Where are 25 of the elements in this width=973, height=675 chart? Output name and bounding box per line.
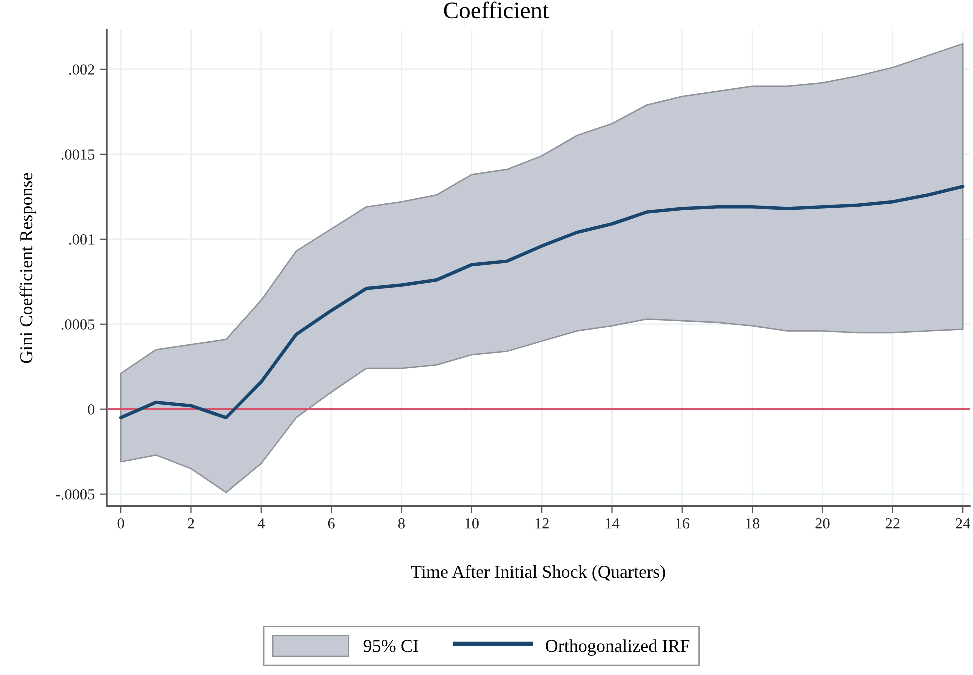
y-tick-label: .001 [69, 234, 94, 245]
chart-title: Coefficient [444, 2, 549, 19]
x-tick-label: 16 [676, 518, 690, 529]
legend-label: Orthogonalized IRF [546, 640, 690, 656]
y-tick-label: .0015 [62, 150, 95, 160]
x-tick-label: 4 [258, 518, 265, 529]
y-axis-title: Gini Coefficient Response [20, 173, 36, 364]
y-tick-label: .0005 [62, 320, 95, 330]
x-tick-label: 6 [328, 518, 335, 529]
y-tick-label: .002 [69, 64, 94, 75]
x-tick-label: 8 [398, 518, 405, 529]
x-tick-label: 20 [816, 518, 830, 529]
x-tick-label: 2 [188, 518, 194, 529]
x-tick-label: 14 [606, 518, 620, 529]
legend-label: 95% CI [364, 640, 418, 652]
x-tick-label: 10 [466, 518, 479, 529]
x-tick-label: 12 [536, 518, 549, 529]
x-tick-label: 22 [886, 518, 900, 529]
line-series [119, 185, 965, 420]
x-tick-label: 18 [746, 518, 760, 529]
x-tick-label: 0 [118, 518, 124, 529]
y-tick-label: 0 [88, 404, 95, 415]
y-tick-label: -.0005 [56, 489, 95, 500]
x-axis-title: Time After Initial Shock (Quarters) [411, 565, 666, 582]
x-tick-label: 24 [956, 518, 970, 529]
